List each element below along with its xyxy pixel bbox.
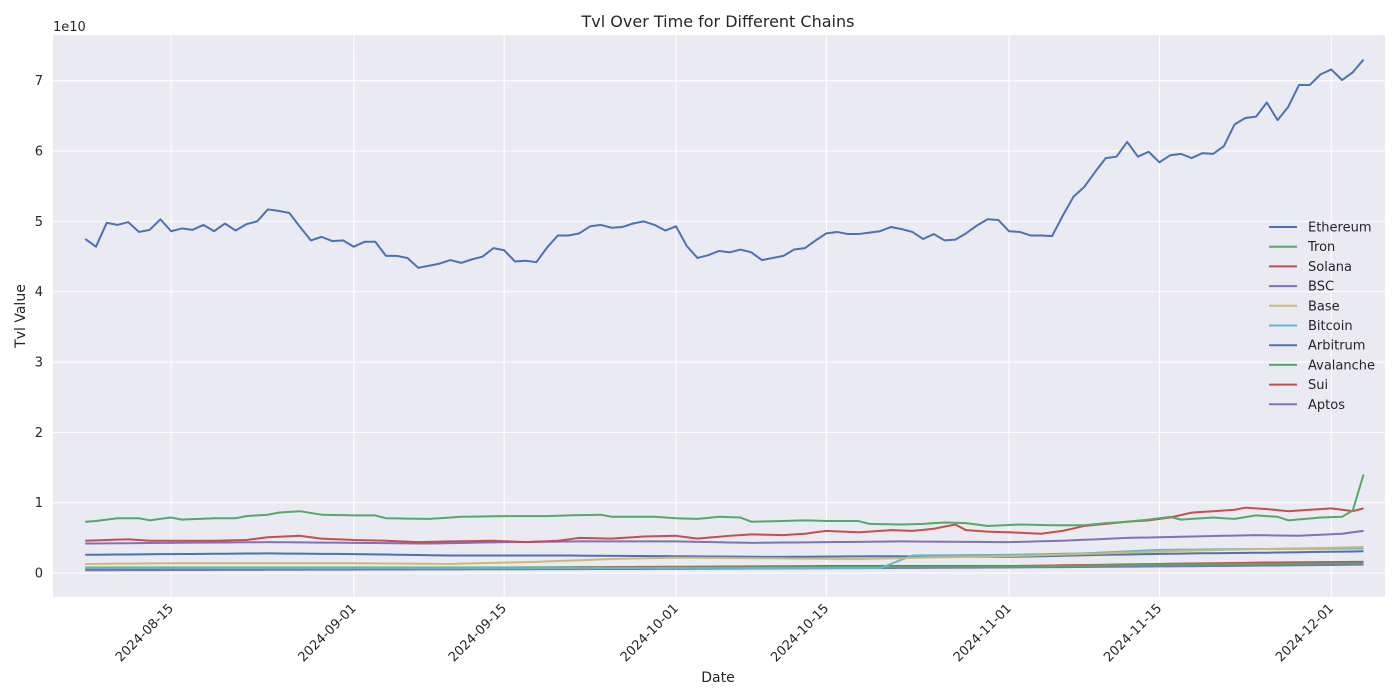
x-tick-label: 2024-09-01 xyxy=(296,601,360,665)
y-tick-label: 6 xyxy=(35,145,43,160)
x-tick-label: 2024-08-15 xyxy=(113,601,177,665)
legend-label: Bitcoin xyxy=(1308,319,1353,334)
y-tick-label: 4 xyxy=(35,285,43,300)
legend-label: Sui xyxy=(1308,378,1328,393)
legend-label: Solana xyxy=(1308,260,1352,275)
y-axis-ticks: 0 1 2 3 4 5 6 7 xyxy=(35,74,43,581)
series-line-ethereum xyxy=(84,58,1365,269)
legend-label: Avalanche xyxy=(1308,358,1375,373)
y-tick-label: 0 xyxy=(35,567,43,582)
series-lines xyxy=(84,58,1365,572)
series-line-bsc xyxy=(85,529,1364,545)
x-tick-label: 2024-09-15 xyxy=(446,601,510,665)
x-tick-label: 2024-11-01 xyxy=(951,601,1015,665)
legend-label: BSC xyxy=(1308,280,1334,295)
x-tick-label: 2024-10-01 xyxy=(618,601,682,665)
legend-label: Tron xyxy=(1307,240,1335,255)
x-tick-label: 2024-11-15 xyxy=(1101,601,1165,665)
x-tick-label: 2024-12-01 xyxy=(1273,601,1337,665)
y-tick-label: 1 xyxy=(35,496,43,511)
legend-label: Arbitrum xyxy=(1308,339,1365,354)
legend: Ethereum Tron Solana BSC Base Bitcoin Arbitrum… xyxy=(1269,221,1375,413)
plot-background xyxy=(53,35,1385,597)
x-axis-ticks: 2024-08-15 2024-09-01 2024-09-15 2024-10-01… xyxy=(113,601,1337,665)
grid-lines xyxy=(53,35,1385,597)
series-line-tron xyxy=(85,474,1365,527)
x-tick-label: 2024-10-15 xyxy=(768,601,832,665)
x-axis-label: Date xyxy=(701,670,734,686)
y-tick-label: 2 xyxy=(35,426,43,441)
legend-label: Base xyxy=(1308,299,1340,314)
series-line-base xyxy=(85,546,1364,565)
chart-title: Tvl Over Time for Different Chains xyxy=(581,12,855,31)
series-line-bitcoin xyxy=(85,547,1364,570)
y-tick-label: 5 xyxy=(35,215,43,230)
y-axis-label: Tvl Value xyxy=(13,284,29,349)
legend-label: Aptos xyxy=(1308,398,1345,413)
y-tick-label: 7 xyxy=(35,74,43,89)
y-axis-exponent: 1e10 xyxy=(53,20,86,35)
series-line-arbitrum xyxy=(85,550,1364,558)
y-tick-label: 3 xyxy=(35,356,43,371)
legend-label: Ethereum xyxy=(1308,221,1372,236)
